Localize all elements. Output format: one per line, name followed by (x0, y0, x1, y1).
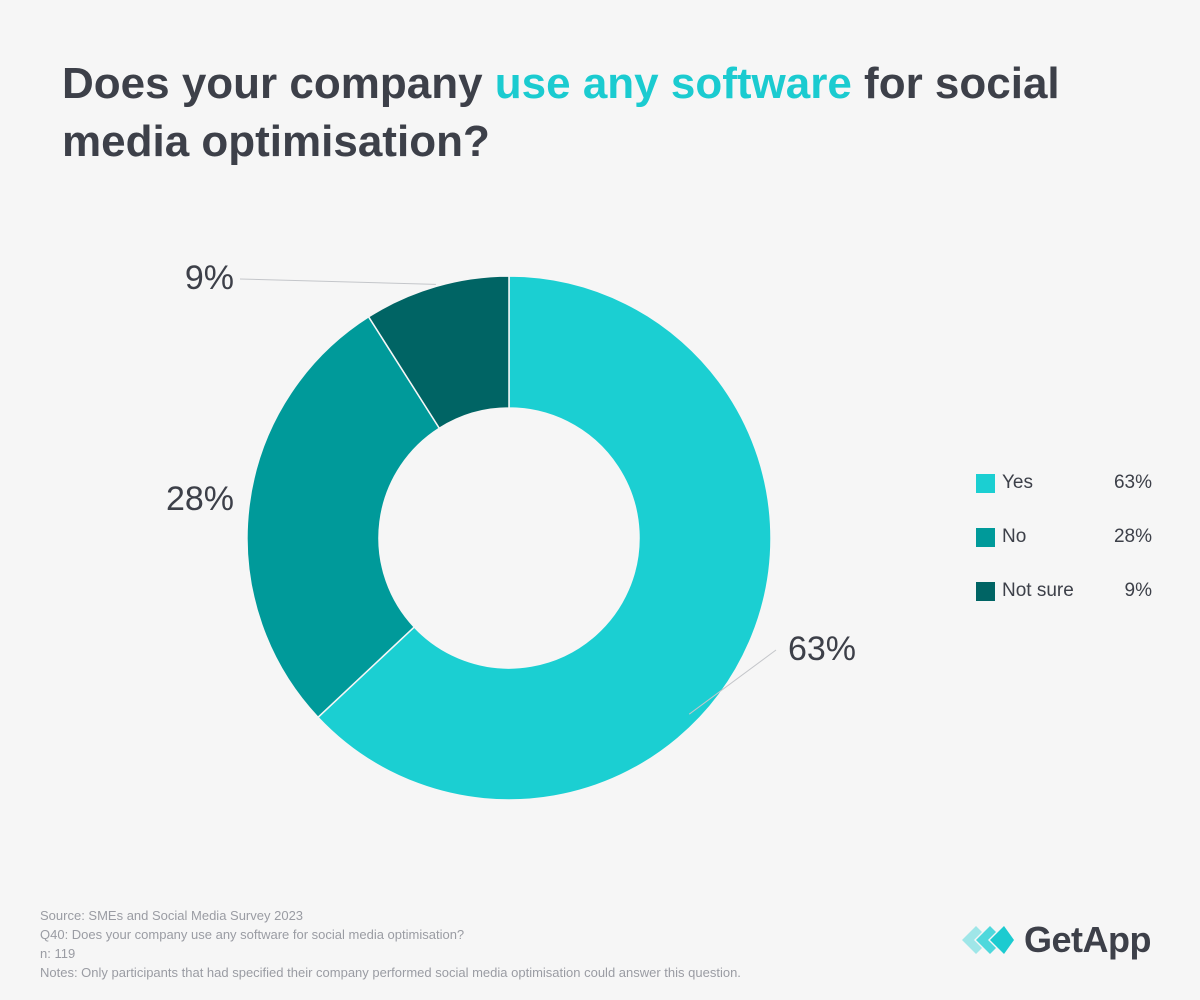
donut-slice-no (246, 315, 441, 719)
legend-value-no: 28% (1113, 526, 1152, 547)
chart-title: Does your company use any software for s… (62, 55, 1142, 171)
getapp-chevrons-icon (962, 926, 1014, 954)
donut-slices (246, 275, 772, 801)
legend: Yes 63% No 28% Not sure 9% (976, 472, 1152, 634)
segment-label-not-sure: 9% (185, 259, 234, 297)
legend-label-yes: Yes (1002, 472, 1033, 493)
donut-slice-yes (316, 275, 772, 801)
legend-label-no: No (1002, 526, 1027, 547)
title-text-after: for social media optimisation? (62, 59, 1060, 166)
donut-slice-not-sure (367, 275, 510, 430)
legend-value-not-sure: 9% (1124, 580, 1152, 601)
legend-swatch-not-sure (976, 581, 995, 601)
title-highlight: use any software (494, 59, 852, 108)
leader-line-not-sure (239, 278, 436, 285)
legend-item-not-sure: Not sure 9% (976, 580, 1152, 602)
footer-source: Source: SMEs and Social Media Survey 202… (40, 908, 304, 923)
legend-swatch-no (976, 527, 995, 547)
legend-item-no: No 28% (976, 526, 1152, 548)
footer-question: Q40: Does your company use any software … (40, 927, 465, 942)
leader-line-yes (688, 649, 777, 715)
title-text-before: Does your company (62, 59, 495, 108)
chart-footer: Source: SMEs and Social Media Survey 202… (40, 906, 741, 982)
segment-label-no: 28% (166, 480, 234, 518)
footer-notes: Notes: Only participants that had specif… (40, 965, 741, 980)
legend-value-yes: 63% (1113, 472, 1152, 493)
segment-label-yes: 63% (788, 630, 856, 668)
legend-item-yes: Yes 63% (976, 472, 1152, 494)
getapp-logo: GetApp (962, 918, 1152, 962)
label-leader-lines (239, 278, 777, 715)
legend-label-not-sure: Not sure (1002, 580, 1074, 601)
segment-labels: 63% 28% 9% (166, 259, 856, 668)
legend-swatch-yes (976, 473, 995, 493)
footer-sample-size: n: 119 (40, 946, 76, 961)
brand-name: GetApp (1024, 919, 1152, 960)
